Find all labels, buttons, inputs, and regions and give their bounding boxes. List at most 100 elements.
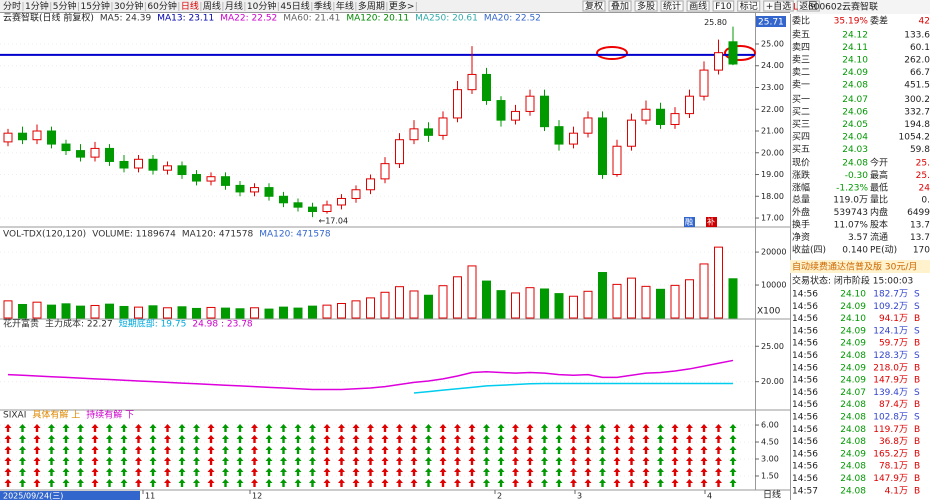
- toolbar-tab[interactable]: 1分钟: [25, 0, 49, 12]
- signal-arrow: [222, 479, 229, 487]
- candle-body: [119, 160, 129, 169]
- toolbar-tab[interactable]: 30分钟: [114, 0, 143, 12]
- signal-arrow: [33, 468, 41, 476]
- legend-entry: MA120: 20.11: [346, 14, 409, 24]
- signal-arrow: [425, 479, 432, 487]
- signal-arrow: [425, 468, 432, 476]
- banner-bg: [790, 260, 930, 273]
- legend-entry: MA5: 24.39: [100, 14, 152, 24]
- toolbar-tab[interactable]: 15分钟: [80, 0, 109, 12]
- signal-arrow: [91, 424, 99, 432]
- quote-cell: -0.30: [845, 171, 869, 181]
- toolbar-tab[interactable]: 45日线: [280, 0, 309, 12]
- signal-arrow: [454, 479, 461, 487]
- signal-arrow: [584, 457, 592, 465]
- quote-cell: S: [914, 290, 920, 300]
- toolbar-tab[interactable]: 5分钟: [53, 0, 77, 12]
- signal-arrow: [628, 479, 635, 487]
- toolbar-button[interactable]: 叠加: [611, 1, 629, 12]
- quote-cell: 14:56: [792, 474, 818, 484]
- volume-bar: [163, 307, 172, 319]
- quote-cell: S: [914, 351, 920, 361]
- quote-cell: 买二: [792, 107, 810, 118]
- toolbar-tab[interactable]: 多周期: [358, 0, 385, 12]
- toolbar-button[interactable]: 标记: [740, 0, 758, 12]
- signal-arrow: [265, 446, 273, 454]
- signal-arrow: [91, 468, 99, 476]
- toolbar-tab[interactable]: 年线: [336, 0, 354, 12]
- quote-cell: 委比: [792, 15, 810, 27]
- toolbar-button[interactable]: 返回: [799, 0, 817, 12]
- candle-body: [351, 189, 361, 199]
- signal-arrow: [338, 457, 345, 465]
- signal-arrow: [410, 446, 418, 454]
- quote-cell: 165.2万: [873, 449, 908, 459]
- candle-body: [525, 95, 535, 112]
- quote-cell: 14:56: [792, 425, 818, 435]
- toolbar-tab[interactable]: 10分钟: [247, 0, 276, 12]
- signal-arrow: [613, 457, 621, 465]
- signal-arrow: [178, 435, 186, 443]
- toolbar-tab[interactable]: 分时: [3, 0, 21, 12]
- signal-arrow: [439, 457, 447, 465]
- toolbar-button[interactable]: 画线: [689, 0, 707, 12]
- signal-arrow: [135, 435, 142, 443]
- signal-arrow: [396, 468, 403, 476]
- quote-cell: 24.09: [840, 363, 866, 373]
- signal-arrow: [251, 435, 258, 443]
- toolbar-button[interactable]: 统计: [663, 0, 681, 12]
- signal-arrow: [62, 446, 70, 454]
- signal-arrow: [526, 446, 534, 454]
- signal-arrow: [729, 446, 737, 454]
- quote-cell: B: [914, 462, 920, 472]
- toolbar-tab[interactable]: 季线: [314, 0, 332, 12]
- indicator-line: [413, 382, 733, 394]
- quote-cell: B: [914, 474, 920, 484]
- candle-body: [569, 132, 578, 145]
- signal-arrow: [149, 424, 157, 432]
- toolbar-button[interactable]: +自选: [766, 0, 792, 12]
- volume-bar: [482, 280, 491, 319]
- signal-arrow: [135, 479, 142, 487]
- toolbar-button[interactable]: F10: [715, 2, 732, 12]
- signal-arrow: [48, 424, 55, 432]
- signal-arrow: [468, 424, 476, 432]
- toolbar-tab[interactable]: 更多>: [389, 0, 415, 12]
- signal-arrow: [381, 468, 389, 476]
- candle-body: [192, 174, 201, 182]
- signal-arrow: [236, 479, 244, 487]
- signal-arrow: [149, 435, 157, 443]
- legend-entry: MA120: 471578: [259, 230, 331, 240]
- toolbar-tab[interactable]: 周线: [203, 0, 221, 12]
- signal-arrow: [381, 446, 389, 454]
- signal-arrow: [613, 479, 621, 487]
- legend-entry: 花开富贵: [3, 318, 39, 330]
- signal-arrow: [309, 468, 316, 476]
- toolbar-tab[interactable]: 60分钟: [147, 0, 176, 12]
- signal-arrow: [338, 468, 345, 476]
- toolbar-tab[interactable]: 月线: [225, 0, 243, 12]
- banner[interactable]: 自动续费通达信普及版 30元/月: [792, 261, 917, 273]
- tag: 融: [685, 217, 693, 227]
- quote-cell: 卖三: [792, 55, 810, 66]
- signal-arrow: [729, 424, 737, 432]
- signal-arrow: [19, 435, 26, 443]
- highlight-circle: [724, 45, 756, 61]
- quote-cell: B: [914, 400, 920, 410]
- signal-arrow: [700, 424, 708, 432]
- candle-body: [264, 187, 274, 197]
- quote-cell: 13.7: [910, 233, 930, 243]
- quote-cell: 262.0: [904, 56, 930, 66]
- quote-cell: 36.8万: [879, 437, 908, 447]
- signal-arrow: [352, 446, 360, 454]
- signal-arrow: [309, 457, 316, 465]
- toolbar-tab[interactable]: 日线: [181, 0, 199, 12]
- month-label: 11: [145, 492, 155, 500]
- quote-cell: 最高: [870, 169, 888, 181]
- toolbar-button[interactable]: 复权: [585, 0, 603, 12]
- signal-arrow: [555, 479, 563, 487]
- signal-arrow: [526, 468, 534, 476]
- signal-arrow: [106, 468, 113, 476]
- toolbar-button[interactable]: 多股: [637, 0, 655, 12]
